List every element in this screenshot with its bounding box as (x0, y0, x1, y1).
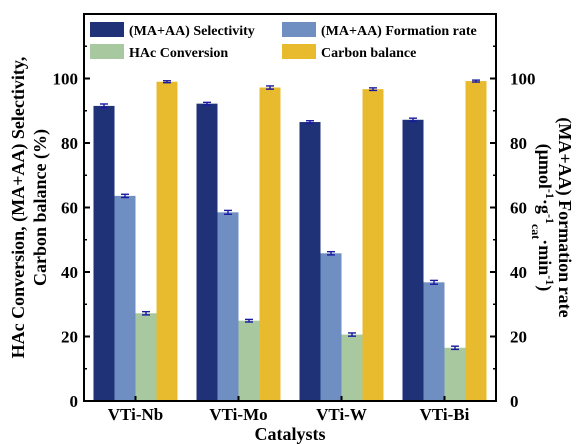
left-tick-label: 20 (61, 328, 78, 347)
category-label-vti-mo: VTi-Mo (209, 405, 267, 424)
right-tick-label: 20 (510, 328, 527, 347)
bar-carbon-balance-vti-w (362, 89, 384, 401)
bar-ma-aa-selectivity-vti-nb (93, 105, 115, 401)
left-tick-label: 60 (61, 199, 78, 218)
superscript: -1 (543, 214, 557, 224)
bar-groups (93, 81, 487, 401)
category-label-vti-nb: VTi-Nb (108, 405, 163, 424)
bar-carbon-balance-vti-bi (465, 81, 487, 401)
legend-label-ma-aa-selectivity: (MA+AA) Selectivity (129, 24, 255, 39)
left-axis-title-line1: HAc Conversion, (MA+AA) Selectivity, (8, 57, 29, 359)
bar-ma-aa-selectivity-vti-bi (402, 119, 424, 401)
x-axis-title: Catalysts (255, 424, 326, 444)
bar-carbon-balance-vti-mo (259, 87, 281, 401)
bar-hac-conversion-vti-mo (238, 320, 260, 401)
unit-text: ) (534, 285, 555, 291)
legend-label-ma-aa-formation-rate: (MA+AA) Formation rate (321, 24, 477, 39)
bar-ma-aa-selectivity-vti-w (299, 122, 321, 401)
bar-ma-aa-selectivity-vti-mo (196, 103, 218, 401)
left-tick-label: 0 (70, 392, 79, 411)
legend-swatch-hac-conversion (90, 44, 124, 59)
bar-ma-aa-formation-rate-vti-bi (423, 282, 445, 401)
legend-swatch-ma-aa-formation-rate (282, 22, 316, 37)
left-tick-label: 100 (53, 70, 79, 89)
bar-ma-aa-formation-rate-vti-nb (114, 195, 136, 401)
bar-carbon-balance-vti-nb (156, 81, 178, 401)
left-tick-label: 40 (61, 263, 78, 282)
legend-label-hac-conversion: HAc Conversion (129, 46, 228, 61)
left-tick-label: 80 (61, 134, 78, 153)
axis-labels: Catalysts HAc Conversion, (MA+AA) Selecti… (8, 57, 575, 444)
bar-ma-aa-formation-rate-vti-mo (217, 212, 239, 401)
unit-text: (μmol (534, 144, 555, 189)
bar-hac-conversion-vti-nb (135, 313, 157, 401)
unit-text: ·min (535, 239, 555, 275)
bar-ma-aa-formation-rate-vti-w (320, 253, 342, 401)
bar-hac-conversion-vti-bi (444, 347, 466, 401)
superscript: -1 (543, 189, 557, 199)
legend-label-carbon-balance: Carbon balance (321, 46, 416, 61)
subscript: cat (529, 224, 543, 239)
superscript: -1 (543, 275, 557, 285)
bar-hac-conversion-vti-w (341, 334, 363, 401)
right-tick-label: 40 (510, 263, 527, 282)
right-tick-label: 0 (510, 392, 519, 411)
legend: (MA+AA) Selectivity (MA+AA) Formation rat… (90, 22, 477, 61)
legend-swatch-ma-aa-selectivity (90, 22, 124, 37)
right-axis-title-line1: (MA+AA) Formation rate (554, 117, 575, 317)
category-label-vti-bi: VTi-Bi (420, 405, 470, 424)
legend-swatch-carbon-balance (282, 44, 316, 59)
axis-ticks: 0 20 40 60 80 100 0 20 40 60 80 100 VTi-Nb VTi-Mo VTi-… (53, 45, 536, 424)
unit-text: ·g (535, 199, 555, 214)
right-axis-title-line2: (μmol-1·g-1cat·min-1) (529, 144, 557, 292)
category-label-vti-w: VTi-W (316, 405, 367, 424)
error-bars (100, 79, 480, 351)
right-tick-label: 60 (510, 199, 527, 218)
left-axis-title-line2: Carbon balance (%) (30, 129, 51, 286)
right-tick-label: 80 (510, 134, 527, 153)
right-tick-label: 100 (510, 70, 536, 89)
